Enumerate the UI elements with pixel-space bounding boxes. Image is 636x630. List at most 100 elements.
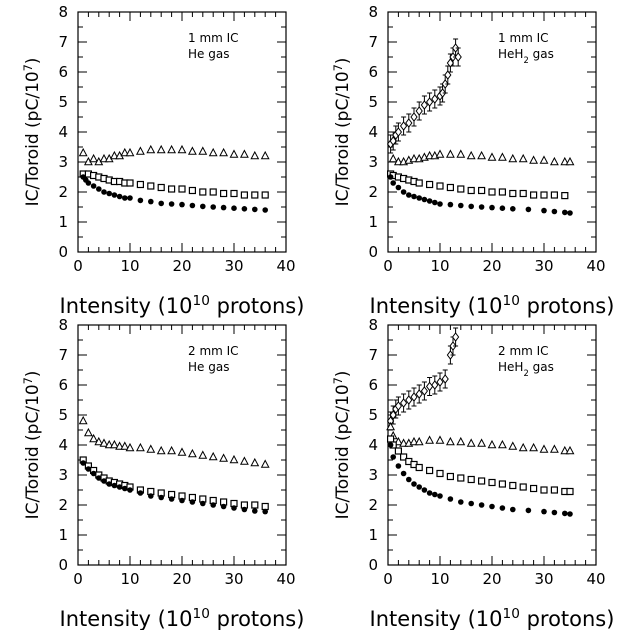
- y-tick-label: 6: [368, 63, 378, 81]
- data-point-circle: [411, 481, 417, 487]
- data-point-triangle: [456, 436, 466, 446]
- y-tick-label: 0: [368, 243, 378, 261]
- y-axis-label-close: ): [333, 58, 353, 65]
- data-point-triangle: [135, 442, 145, 452]
- y-tick-label: 8: [368, 3, 378, 21]
- y-tick-label: 1: [58, 213, 68, 231]
- data-point-circle: [478, 502, 485, 508]
- data-point-square: [529, 484, 538, 493]
- data-point-square: [147, 182, 155, 190]
- data-point-diamond: [441, 374, 449, 384]
- data-point-diamond: [420, 100, 429, 110]
- data-point-square: [467, 186, 475, 195]
- data-point-circle: [210, 204, 216, 210]
- data-point-triangle: [198, 146, 208, 155]
- y-tick-label: 1: [368, 213, 378, 231]
- data-point-square: [457, 185, 465, 193]
- data-point-square: [251, 191, 259, 199]
- y-tick-label: 2: [368, 496, 378, 514]
- data-point-triangle: [518, 153, 528, 163]
- data-point-square: [168, 185, 176, 193]
- data-point-square: [230, 189, 238, 198]
- data-point-triangle: [99, 438, 109, 447]
- y-axis-label-text: IC/Toroid (pC/10: [333, 384, 353, 519]
- annotation-gas: HeH: [498, 47, 523, 61]
- y-tick-label: 5: [368, 93, 378, 111]
- data-point-triangle: [445, 149, 455, 158]
- data-point-circle: [168, 496, 175, 502]
- data-point-triangle: [497, 152, 507, 161]
- data-point-triangle: [239, 456, 249, 465]
- data-point-circle: [241, 506, 248, 513]
- data-point-square: [519, 483, 527, 491]
- data-point-triangle: [177, 447, 187, 456]
- y-axis-label-close: ): [23, 58, 43, 65]
- data-point-triangle: [146, 444, 156, 453]
- data-point-circle: [252, 206, 258, 213]
- data-point-diamond: [394, 401, 403, 411]
- data-point-triangle: [167, 445, 177, 455]
- data-point-square: [136, 180, 144, 189]
- data-point-triangle: [250, 150, 260, 160]
- data-point-square: [415, 463, 423, 472]
- data-point-triangle: [78, 147, 88, 157]
- y-axis-label-exponent: 7: [22, 64, 35, 71]
- x-tick-label: 40: [276, 257, 295, 275]
- data-point-triangle: [229, 149, 239, 158]
- data-point-circle: [111, 482, 118, 489]
- data-point-square: [261, 502, 269, 511]
- data-point-circle: [231, 205, 237, 211]
- annotation-line-2: HeH2 gas: [498, 360, 554, 378]
- x-tick-label: 0: [383, 257, 393, 275]
- panel-1: 0 1 2 3 4 5 6 7 8 0 10 20 30 40 1 mm IC He gas Intensity…: [22, 3, 305, 318]
- data-point-triangle: [508, 153, 518, 163]
- data-point-circle: [406, 192, 412, 198]
- data-point-circle: [458, 499, 464, 505]
- data-point-square: [394, 447, 402, 455]
- data-point-triangle: [414, 436, 424, 446]
- annotation-line-1: 1 mm IC: [188, 31, 239, 45]
- data-point-triangle: [260, 150, 270, 160]
- data-point-diamond: [410, 392, 418, 402]
- data-point-circle: [562, 510, 568, 517]
- data-point-circle: [106, 190, 112, 197]
- x-axis-label-text: Intensity (10: [370, 607, 503, 630]
- data-point-circle: [116, 193, 123, 200]
- x-tick-label: 30: [224, 257, 243, 275]
- y-axis-label-text: IC/Toroid (pC/10: [23, 384, 43, 519]
- y-tick-label: 5: [58, 406, 68, 424]
- data-point-triangle: [167, 144, 177, 154]
- data-point-square: [199, 188, 207, 196]
- data-point-triangle: [549, 156, 559, 166]
- x-axis-label: Intensity (1010 protons): [370, 293, 615, 318]
- data-point-circle: [231, 505, 237, 511]
- data-point-diamond: [410, 112, 418, 122]
- data-point-triangle: [393, 156, 403, 166]
- y-tick-label: 7: [368, 346, 378, 364]
- data-point-triangle: [549, 444, 559, 453]
- data-point-circle: [85, 466, 92, 472]
- data-point-square: [550, 191, 559, 199]
- data-point-circle: [387, 174, 394, 180]
- data-point-circle: [137, 490, 144, 496]
- y-tick-label: 3: [58, 466, 68, 484]
- x-tick-label: 40: [276, 570, 295, 588]
- data-point-triangle: [120, 147, 130, 157]
- data-point-square: [251, 501, 259, 509]
- data-point-square: [509, 189, 517, 198]
- data-point-triangle: [409, 436, 419, 446]
- data-point-square: [415, 179, 423, 187]
- data-point-circle: [551, 208, 558, 215]
- y-axis-label: IC/Toroid (pC/107): [22, 58, 44, 207]
- y-axis-label-close: ): [23, 371, 43, 378]
- data-point-square: [488, 478, 496, 487]
- data-point-square: [498, 188, 506, 196]
- data-point-diamond: [454, 52, 462, 62]
- data-point-triangle: [560, 445, 570, 455]
- data-point-triangle: [99, 153, 109, 163]
- data-point-circle: [220, 204, 227, 211]
- data-point-circle: [168, 201, 175, 207]
- data-point-diamond: [436, 377, 444, 387]
- data-point-circle: [179, 497, 185, 504]
- data-point-circle: [148, 198, 154, 205]
